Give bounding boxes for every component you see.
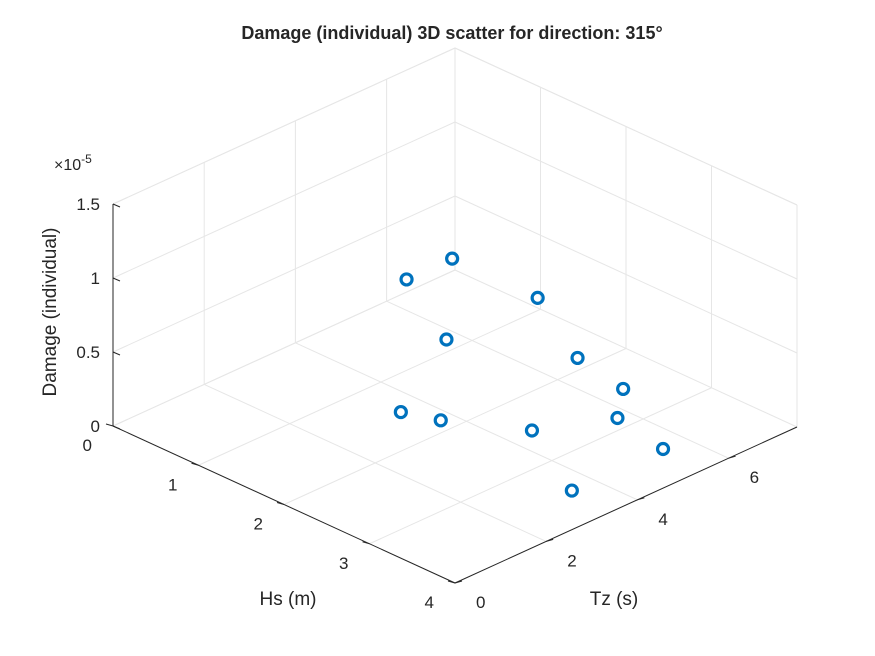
x-tick-mark	[276, 502, 285, 505]
y-tick-mark	[637, 497, 645, 501]
scatter-point	[393, 404, 408, 420]
scatter-point	[564, 483, 579, 498]
tick-labels: 0 1 2 3 4 0 2 4 6 0 0.5 1 1.5	[76, 195, 759, 612]
z-tick-mark	[112, 351, 121, 356]
y-tick-label: 2	[567, 551, 576, 570]
floor-grid-y	[386, 300, 729, 459]
z-tick-mark	[112, 203, 121, 208]
x-tick-mark	[105, 423, 114, 427]
floor-grid-x	[198, 308, 541, 466]
wall-grid-z	[112, 195, 456, 353]
floor-grid-x	[283, 348, 627, 505]
y-axis-line	[454, 426, 798, 584]
axes	[105, 203, 798, 584]
z-exponent-label: ×10-5	[54, 152, 92, 174]
y-tick-mark	[546, 538, 554, 542]
chart-title: Damage (individual) 3D scatter for direc…	[241, 23, 662, 43]
x-tick-label: 3	[339, 554, 348, 573]
floor-grid-x	[369, 387, 712, 545]
z-tick-label: 1.5	[76, 195, 100, 214]
data-points	[393, 251, 671, 498]
scatter-point	[433, 413, 448, 428]
scatter-point	[524, 423, 540, 438]
wall-grid-z2	[454, 121, 798, 280]
x-tick-mark	[447, 580, 456, 584]
z-tick-label: 1	[91, 269, 100, 288]
z-tick-mark	[112, 277, 121, 282]
y-tick-label: 6	[750, 468, 759, 487]
scatter-point	[610, 410, 625, 426]
scatter-point	[655, 441, 671, 457]
x-tick-label: 1	[168, 475, 177, 494]
scatter-point	[445, 251, 460, 266]
y-tick-label: 0	[476, 593, 485, 612]
z-tick-label: 0.5	[76, 343, 100, 362]
x-tick-label: 2	[254, 515, 263, 534]
wall-grid-z2	[454, 195, 798, 354]
scatter-point	[616, 381, 631, 397]
z-exponent-base: ×10	[54, 157, 81, 174]
box-edge	[112, 47, 456, 205]
x-tick-label: 4	[425, 593, 434, 612]
scatter-point	[530, 290, 545, 305]
z-axis-label: Damage (individual)	[40, 228, 61, 397]
scatter-point	[399, 272, 414, 287]
x-tick-mark	[191, 462, 199, 466]
wall-grid-z	[112, 269, 456, 427]
y-tick-mark	[454, 580, 463, 584]
x-axis-label: Hs (m)	[260, 589, 317, 610]
z-tick-label: 0	[91, 417, 100, 436]
z-tick-mark	[112, 425, 121, 430]
floor-grid-y	[295, 342, 638, 501]
box-edge	[454, 47, 798, 206]
y-tick-label: 4	[658, 510, 667, 529]
scatter-point	[439, 332, 454, 347]
x-tick-label: 0	[83, 436, 92, 455]
wall-grid-z2	[454, 269, 798, 428]
floor-grid-y	[203, 383, 547, 542]
z-exponent-power: -5	[81, 152, 92, 166]
grid	[112, 47, 798, 584]
scatter-point	[570, 350, 585, 366]
x-tick-mark	[362, 541, 370, 545]
y-axis-label: Tz (s)	[590, 589, 639, 610]
wall-grid-z	[112, 121, 456, 279]
y-tick-mark	[728, 455, 736, 459]
